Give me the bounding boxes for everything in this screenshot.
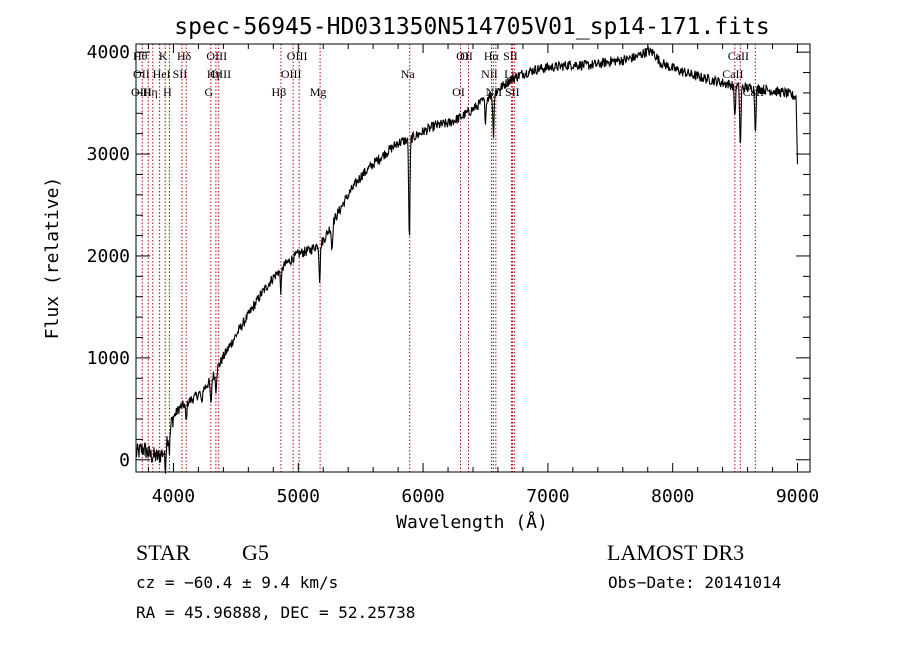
y-tick-label: 4000	[87, 42, 130, 63]
line-marker-label: Na	[401, 67, 416, 81]
line-marker-label: K	[159, 49, 168, 63]
x-tick-label: 5000	[277, 486, 320, 507]
redshift-cz: cz = −60.4 ± 9.4 km/s	[136, 573, 338, 592]
x-axis-ticks: 4000 5000 6000 7000 8000 9000	[147, 44, 819, 507]
line-marker-label: SII	[505, 85, 520, 99]
line-marker-layer	[141, 44, 756, 472]
line-marker-label: OII	[133, 67, 150, 81]
line-marker-label: OIII	[210, 67, 231, 81]
line-marker-label: SII	[503, 49, 518, 63]
line-marker-label: OIII	[281, 67, 302, 81]
x-tick-label: 9000	[776, 486, 819, 507]
line-marker-label: OI	[452, 85, 465, 99]
line-marker-label: Mg	[310, 85, 327, 99]
y-tick-label: 0	[119, 450, 130, 471]
line-marker-label: NII	[486, 85, 503, 99]
line-marker-label: OIII	[206, 49, 227, 63]
line-marker-label: OIII	[287, 49, 308, 63]
line-marker-label: Li	[504, 67, 515, 81]
line-marker-label: OI	[460, 49, 473, 63]
y-axis-label: Flux (relative)	[42, 177, 63, 340]
obs-date: Obs−Date: 20141014	[608, 573, 781, 592]
line-marker-label: Hη	[143, 85, 158, 99]
line-marker-label: Hγ	[207, 67, 222, 81]
line-marker-label: CaII	[728, 49, 749, 63]
object-class: STAR	[136, 540, 191, 565]
line-marker-label: CaII	[722, 67, 743, 81]
coordinates: RA = 45.96888, DEC = 52.25738	[136, 603, 415, 622]
x-tick-label: 7000	[526, 486, 569, 507]
line-marker-label: OI	[456, 49, 469, 63]
line-marker-label: H	[163, 85, 172, 99]
survey-name: LAMOST DR3	[607, 540, 744, 565]
line-marker-label: Hβ	[272, 85, 287, 99]
y-axis-ticks: 0 1000 2000 3000 4000	[87, 42, 810, 471]
line-marker-label: HeI	[153, 67, 171, 81]
line-label-layer: Hθ KHHδSIIGHγOIIIHβOIIIOIIIMgNaOIOINIIHαN…	[131, 49, 764, 99]
x-tick-label: 6000	[401, 486, 444, 507]
y-tick-label: 1000	[87, 348, 130, 369]
y-tick-label: 3000	[87, 144, 130, 165]
y-tick-label: 2000	[87, 246, 130, 267]
spectrum-line	[135, 45, 799, 474]
line-marker-label: Hα	[484, 49, 500, 63]
line-marker-label: G	[205, 85, 214, 99]
x-tick-label: 8000	[651, 486, 694, 507]
x-axis-label: Wavelength (Å)	[396, 511, 548, 533]
line-marker-label: Hθ	[133, 49, 148, 63]
object-subclass: G5	[242, 540, 269, 565]
line-marker-label: SII	[173, 67, 188, 81]
line-marker-label: Hδ	[177, 49, 192, 63]
chart-title: spec-56945-HD031350N514705V01_sp14-171.f…	[174, 14, 769, 40]
line-marker-label: NII	[481, 67, 498, 81]
x-tick-label: 4000	[152, 486, 195, 507]
